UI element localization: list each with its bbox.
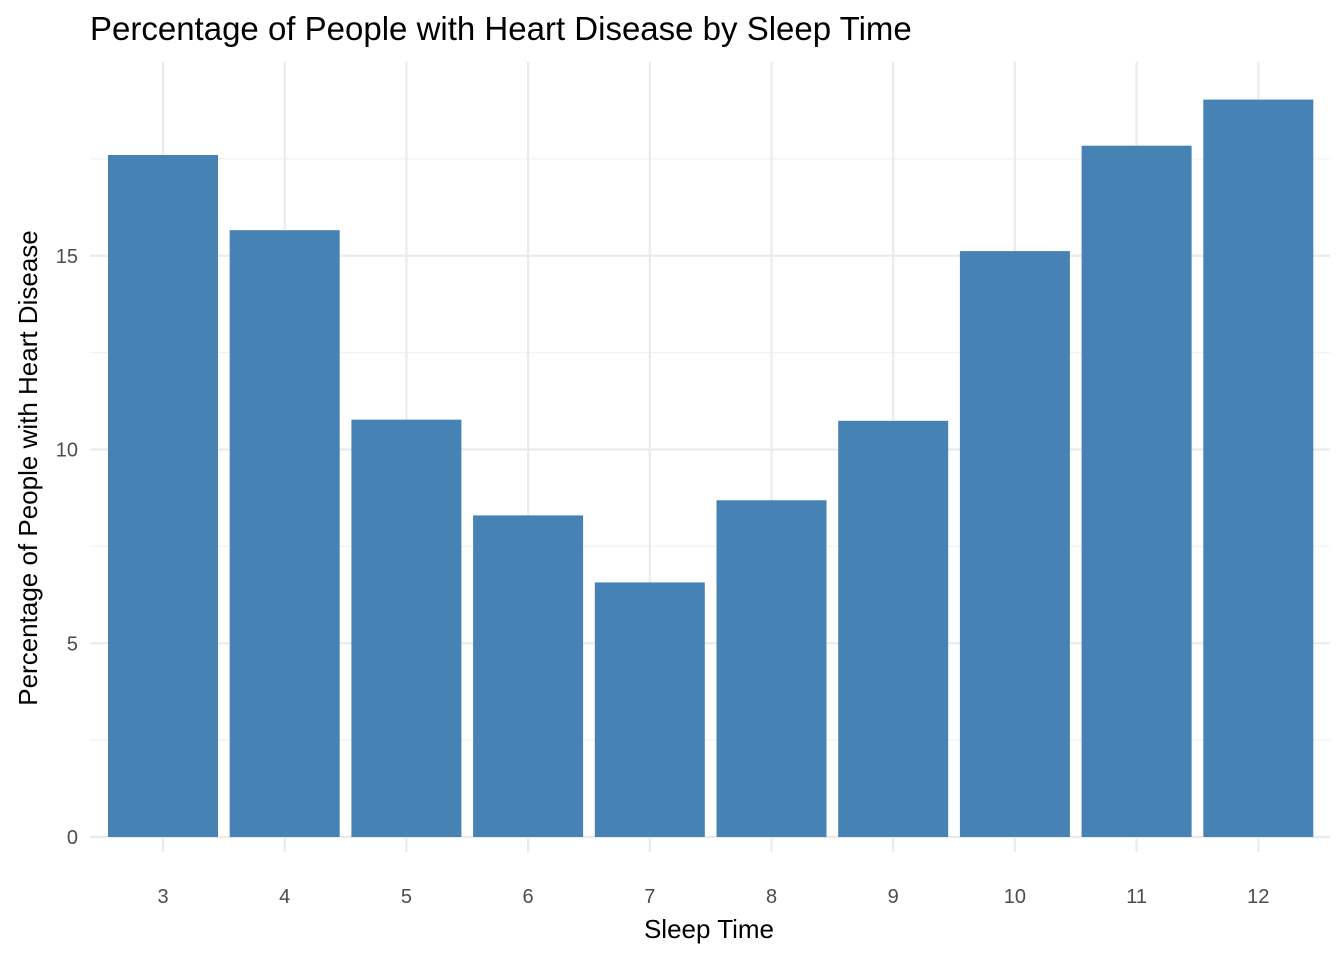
bar-12 [1203, 99, 1314, 837]
bar-11 [1081, 145, 1192, 837]
x-axis-title: Sleep Time [644, 914, 774, 944]
y-tick-label: 5 [67, 633, 78, 655]
bar-6 [473, 515, 584, 837]
y-tick-label: 15 [56, 246, 78, 268]
x-tick-label: 4 [279, 886, 290, 908]
bar-3 [108, 155, 218, 837]
bar-7 [594, 582, 705, 837]
bar-4 [229, 230, 340, 838]
x-tick-label: 3 [157, 886, 168, 908]
x-tick-label: 11 [1126, 886, 1147, 908]
x-tick-label: 7 [644, 886, 655, 908]
bar-8 [716, 500, 827, 837]
y-axis-ticks: 0 5 10 15 [56, 246, 78, 849]
x-axis-ticks: 3 4 5 6 7 8 9 10 11 12 [157, 886, 1269, 908]
chart-title: Percentage of People with Heart Disease … [90, 10, 912, 47]
y-tick-label: 10 [56, 440, 78, 462]
bar-9 [838, 420, 949, 837]
x-tick-label: 6 [523, 886, 534, 908]
x-tick-label: 12 [1247, 886, 1269, 908]
x-tick-label: 9 [888, 886, 899, 908]
x-tick-label: 10 [1004, 886, 1026, 908]
bars [108, 99, 1314, 838]
bar-5 [351, 419, 462, 837]
y-axis-title: Percentage of People with Heart Disease [13, 230, 43, 706]
bar-10 [959, 251, 1070, 838]
x-tick-label: 5 [401, 886, 412, 908]
x-tick-label: 8 [766, 886, 777, 908]
y-tick-label: 0 [67, 827, 78, 849]
